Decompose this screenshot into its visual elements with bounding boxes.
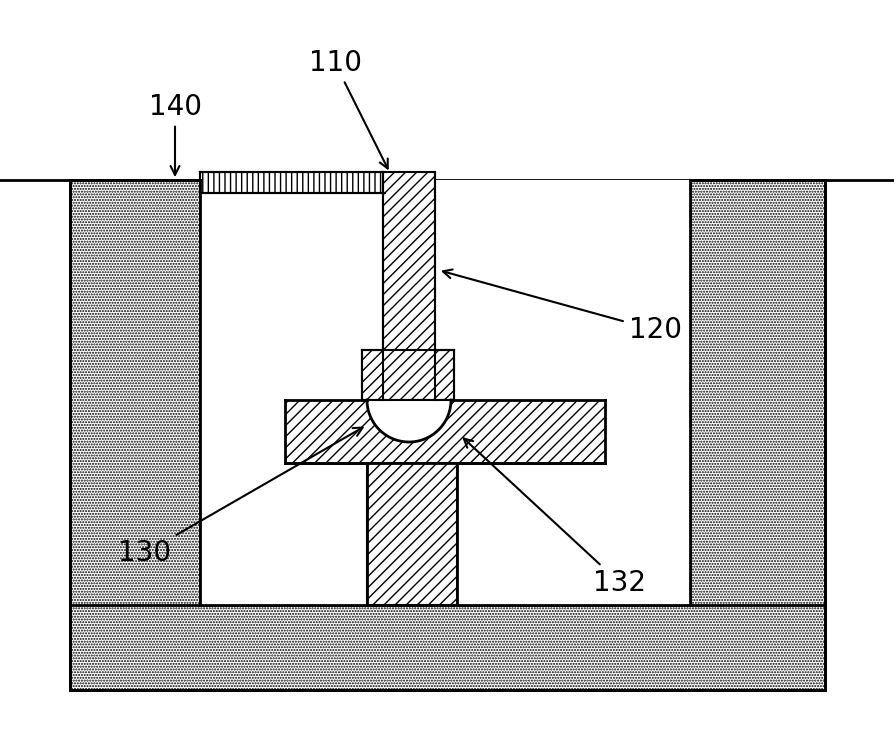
Bar xyxy=(70,180,199,690)
Bar xyxy=(199,172,384,193)
Text: 110: 110 xyxy=(308,49,387,168)
Bar xyxy=(367,463,457,605)
Polygon shape xyxy=(367,400,451,442)
Text: 132: 132 xyxy=(463,439,645,597)
Bar xyxy=(199,180,689,605)
Bar xyxy=(383,172,434,400)
Bar xyxy=(284,400,604,463)
Text: 120: 120 xyxy=(443,270,680,344)
Bar xyxy=(689,180,824,690)
Bar xyxy=(361,350,453,400)
Text: 140: 140 xyxy=(148,93,201,175)
Bar xyxy=(70,605,824,690)
Text: 130: 130 xyxy=(118,428,362,567)
